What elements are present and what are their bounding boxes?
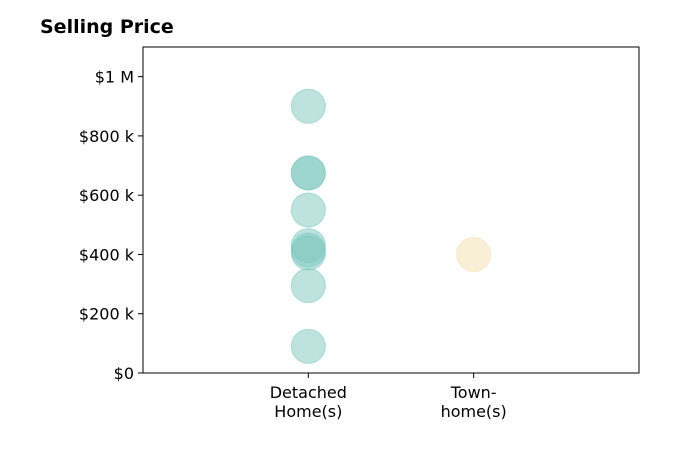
y-tick-label: $400 k [79, 245, 135, 264]
x-tick-label: Town-home(s) [441, 383, 507, 421]
data-points [290, 88, 492, 364]
y-tick-label: $0 [114, 364, 134, 383]
y-tick-label: $200 k [79, 305, 135, 324]
plot-area-frame [142, 46, 640, 374]
data-point [290, 328, 326, 364]
data-point [290, 268, 326, 304]
y-tick-label: $1 M [95, 68, 134, 87]
y-axis: $0 $200 k $400 k $600 k $800 k $1 M [79, 68, 143, 383]
y-tick-label: $600 k [79, 186, 135, 205]
y-tick-label: $800 k [79, 127, 135, 146]
data-point [290, 192, 326, 228]
data-point [290, 155, 326, 191]
chart-title: Selling Price [40, 16, 174, 38]
data-point [290, 88, 326, 124]
data-point [456, 236, 492, 272]
x-axis: Detached Home(s) Town-home(s) [270, 373, 507, 421]
x-tick-label: Detached Home(s) [270, 383, 347, 421]
data-point [290, 235, 326, 271]
